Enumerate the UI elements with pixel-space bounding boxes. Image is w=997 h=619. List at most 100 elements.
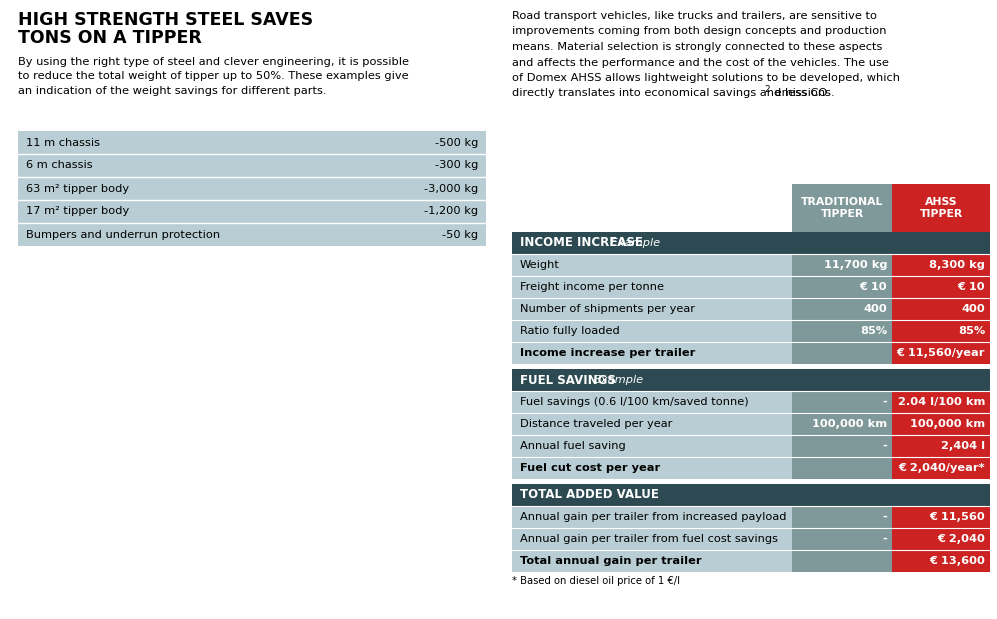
Text: € 10: € 10: [859, 282, 887, 292]
Text: € 11,560/year: € 11,560/year: [896, 348, 985, 358]
Text: -: -: [882, 441, 887, 451]
Text: 2,404 l: 2,404 l: [941, 441, 985, 451]
Text: AHSS
TIPPER: AHSS TIPPER: [919, 197, 963, 219]
Text: 6 m chassis: 6 m chassis: [26, 160, 93, 170]
Bar: [18, 131, 486, 154]
Text: -1,200 kg: -1,200 kg: [424, 207, 478, 217]
Bar: [792, 550, 892, 572]
Bar: [792, 298, 892, 320]
Text: € 13,600: € 13,600: [929, 556, 985, 566]
Bar: [792, 391, 892, 413]
Text: 2.04 l/100 km: 2.04 l/100 km: [897, 397, 985, 407]
Bar: [512, 550, 990, 572]
Text: Example: Example: [589, 375, 643, 385]
Text: € 10: € 10: [957, 282, 985, 292]
Bar: [18, 200, 486, 223]
Text: Distance traveled per year: Distance traveled per year: [520, 419, 672, 429]
Text: emissions.: emissions.: [771, 89, 834, 98]
Text: means. Material selection is strongly connected to these aspects: means. Material selection is strongly co…: [512, 42, 882, 52]
Text: of Domex AHSS allows lightweight solutions to be developed, which: of Domex AHSS allows lightweight solutio…: [512, 73, 900, 83]
Bar: [892, 528, 990, 550]
Text: 100,000 km: 100,000 km: [812, 419, 887, 429]
Bar: [792, 413, 892, 435]
Text: INCOME INCREASE: INCOME INCREASE: [520, 236, 643, 249]
Text: 85%: 85%: [958, 326, 985, 336]
Text: -3,000 kg: -3,000 kg: [424, 183, 478, 194]
Bar: [892, 506, 990, 528]
Text: -: -: [882, 397, 887, 407]
Bar: [892, 550, 990, 572]
Bar: [512, 391, 990, 413]
Bar: [792, 184, 892, 232]
Bar: [892, 298, 990, 320]
Text: TONS ON A TIPPER: TONS ON A TIPPER: [18, 29, 201, 47]
Bar: [892, 184, 990, 232]
Bar: [512, 435, 990, 457]
Bar: [512, 298, 990, 320]
Text: € 2,040/year*: € 2,040/year*: [898, 463, 985, 473]
Text: Example: Example: [607, 238, 660, 248]
Text: Number of shipments per year: Number of shipments per year: [520, 304, 695, 314]
Text: Fuel cut cost per year: Fuel cut cost per year: [520, 463, 660, 473]
Text: 8,300 kg: 8,300 kg: [929, 260, 985, 270]
Text: € 11,560: € 11,560: [929, 512, 985, 522]
Text: directly translates into economical savings and less CO: directly translates into economical savi…: [512, 89, 828, 98]
Bar: [892, 254, 990, 276]
Bar: [512, 413, 990, 435]
Bar: [892, 342, 990, 364]
Text: -500 kg: -500 kg: [435, 137, 478, 147]
Bar: [792, 342, 892, 364]
Bar: [512, 232, 990, 254]
Bar: [892, 435, 990, 457]
Text: 400: 400: [863, 304, 887, 314]
Text: 11,700 kg: 11,700 kg: [824, 260, 887, 270]
Bar: [512, 254, 990, 276]
Text: 11 m chassis: 11 m chassis: [26, 137, 100, 147]
Text: * Based on diesel oil price of 1 €/l: * Based on diesel oil price of 1 €/l: [512, 576, 680, 586]
Text: Annual fuel saving: Annual fuel saving: [520, 441, 626, 451]
Bar: [512, 457, 990, 479]
Bar: [792, 276, 892, 298]
Text: Annual gain per trailer from fuel cost savings: Annual gain per trailer from fuel cost s…: [520, 534, 778, 544]
Text: Bumpers and underrun protection: Bumpers and underrun protection: [26, 230, 220, 240]
Text: 400: 400: [961, 304, 985, 314]
Text: € 2,040: € 2,040: [937, 534, 985, 544]
Bar: [892, 276, 990, 298]
Bar: [892, 391, 990, 413]
Text: Road transport vehicles, like trucks and trailers, are sensitive to: Road transport vehicles, like trucks and…: [512, 11, 877, 21]
Bar: [792, 528, 892, 550]
Bar: [512, 484, 990, 506]
Text: 85%: 85%: [859, 326, 887, 336]
Text: Ratio fully loaded: Ratio fully loaded: [520, 326, 620, 336]
Text: 17 m² tipper body: 17 m² tipper body: [26, 207, 130, 217]
Text: TOTAL ADDED VALUE: TOTAL ADDED VALUE: [520, 488, 659, 501]
Text: Weight: Weight: [520, 260, 560, 270]
Text: FUEL SAVINGS: FUEL SAVINGS: [520, 373, 616, 386]
Text: -300 kg: -300 kg: [435, 160, 478, 170]
Bar: [792, 506, 892, 528]
Text: Annual gain per trailer from increased payload: Annual gain per trailer from increased p…: [520, 512, 787, 522]
Bar: [18, 223, 486, 246]
Text: Total annual gain per trailer: Total annual gain per trailer: [520, 556, 702, 566]
Bar: [892, 457, 990, 479]
Text: -50 kg: -50 kg: [442, 230, 478, 240]
Bar: [792, 435, 892, 457]
Text: HIGH STRENGTH STEEL SAVES: HIGH STRENGTH STEEL SAVES: [18, 11, 313, 29]
Bar: [512, 276, 990, 298]
Bar: [892, 413, 990, 435]
Text: Fuel savings (0.6 l/100 km/saved tonne): Fuel savings (0.6 l/100 km/saved tonne): [520, 397, 749, 407]
Bar: [512, 528, 990, 550]
Bar: [792, 320, 892, 342]
Text: 63 m² tipper body: 63 m² tipper body: [26, 183, 130, 194]
Text: improvements coming from both design concepts and production: improvements coming from both design con…: [512, 27, 886, 37]
Bar: [18, 177, 486, 200]
Text: -: -: [882, 534, 887, 544]
Text: 2: 2: [764, 85, 770, 95]
Bar: [18, 154, 486, 177]
Text: By using the right type of steel and clever engineering, it is possible
to reduc: By using the right type of steel and cle…: [18, 57, 409, 96]
Bar: [512, 342, 990, 364]
Text: Freight income per tonne: Freight income per tonne: [520, 282, 664, 292]
Bar: [792, 254, 892, 276]
Text: TRADITIONAL
TIPPER: TRADITIONAL TIPPER: [801, 197, 883, 219]
Bar: [792, 457, 892, 479]
